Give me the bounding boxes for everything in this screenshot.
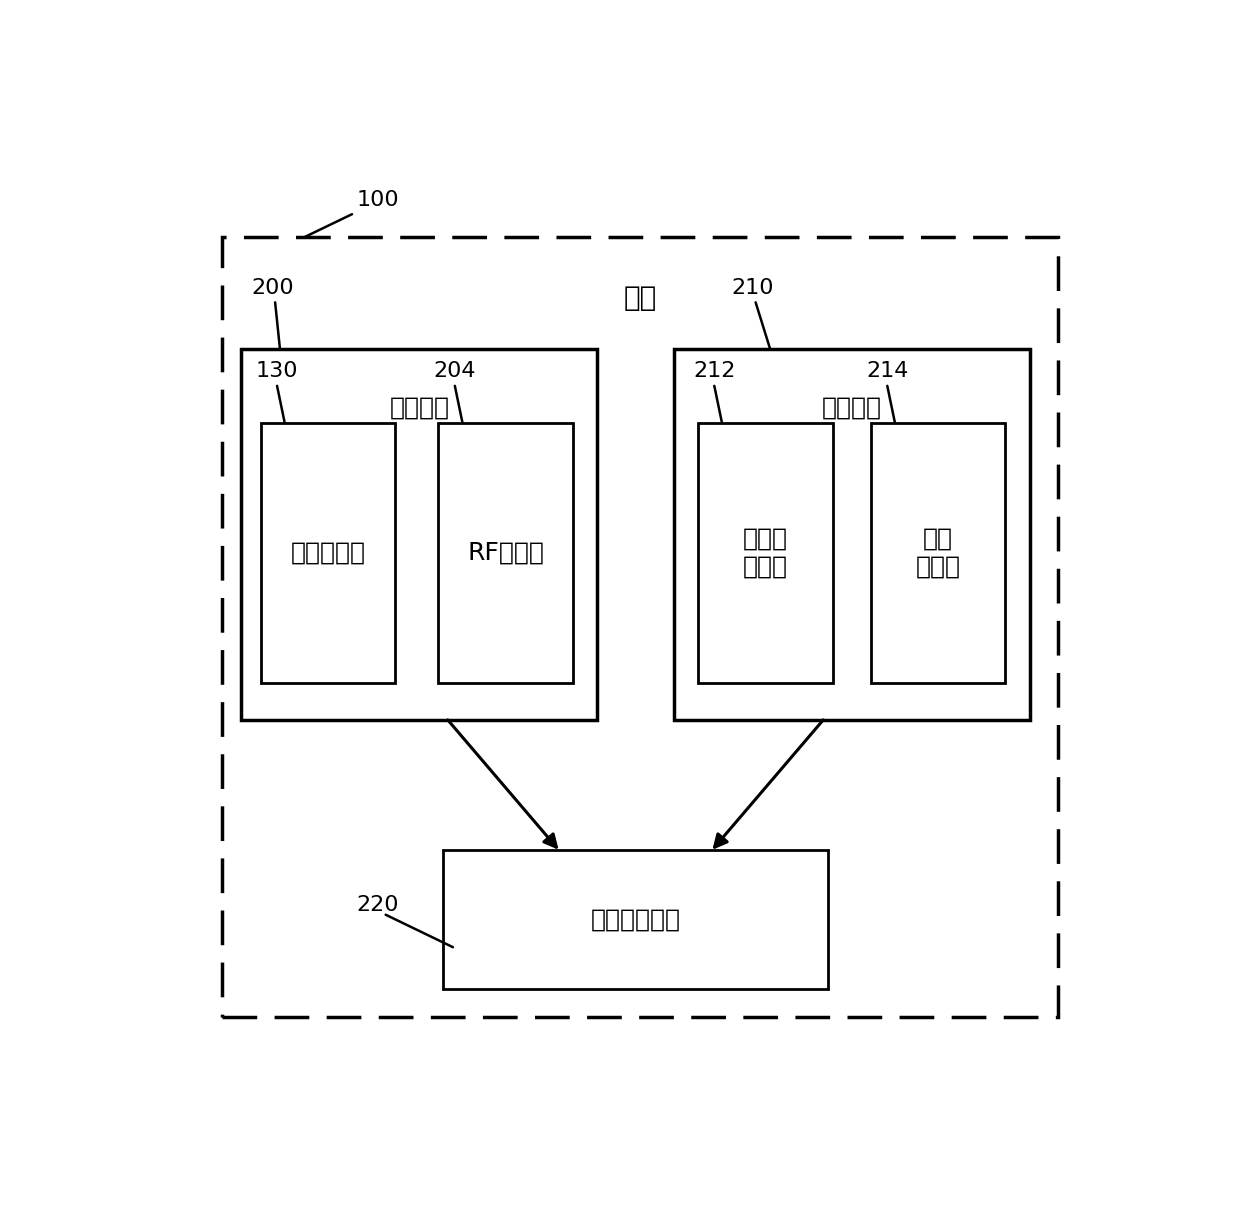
- Bar: [870, 423, 1006, 683]
- Bar: [698, 423, 832, 683]
- Text: 空气流
发生器: 空气流 发生器: [743, 527, 787, 578]
- Text: 200: 200: [250, 277, 294, 298]
- Text: 第一能源: 第一能源: [389, 395, 449, 419]
- Text: 212: 212: [693, 362, 735, 381]
- Text: 100: 100: [357, 189, 399, 210]
- Text: 第二能源: 第二能源: [822, 395, 882, 419]
- Bar: [439, 423, 573, 683]
- Text: 天线组装件: 天线组装件: [290, 541, 366, 565]
- Text: 204: 204: [434, 362, 476, 381]
- Text: 220: 220: [357, 895, 399, 916]
- Text: RF发生器: RF发生器: [467, 541, 544, 565]
- Text: 控制电子器件: 控制电子器件: [590, 907, 681, 931]
- Text: 210: 210: [732, 277, 774, 298]
- Text: 烤筱: 烤筱: [624, 284, 657, 312]
- Bar: [242, 348, 596, 719]
- Text: 空气
加热器: 空气 加热器: [915, 527, 961, 578]
- Bar: [444, 850, 828, 989]
- Bar: [260, 423, 396, 683]
- Bar: [222, 237, 1058, 1017]
- Bar: [675, 348, 1029, 719]
- Text: 214: 214: [866, 362, 909, 381]
- Text: 130: 130: [255, 362, 299, 381]
